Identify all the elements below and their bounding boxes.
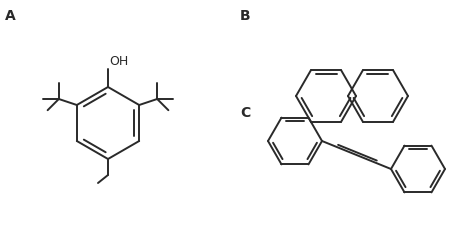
- Text: C: C: [240, 106, 250, 120]
- Text: B: B: [240, 9, 251, 23]
- Text: OH: OH: [109, 55, 128, 68]
- Text: A: A: [5, 9, 16, 23]
